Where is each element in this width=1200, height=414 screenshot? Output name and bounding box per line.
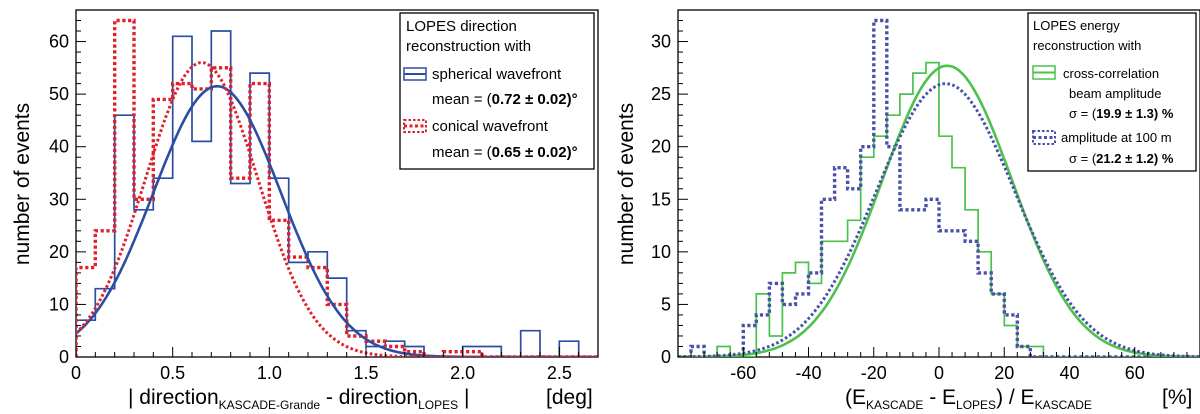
stat-prefix: σ = ( <box>1069 151 1097 166</box>
x-tick-label: 0.5 <box>160 363 185 383</box>
left-x-axis-label: | directionKASCADE-Grande - directionLOP… <box>128 386 469 412</box>
right-x-axis-label: (EKASCADE - ELOPES) / EKASCADE <box>845 386 1092 412</box>
legend-box <box>1027 12 1197 172</box>
right-chart: -60 -40 -20 0 20 40 60 0 5 10 15 20 25 3… <box>615 9 1200 412</box>
y-tick-label: 10 <box>49 294 69 314</box>
left-axis-ticks <box>75 9 599 358</box>
stat-prefix: mean = ( <box>432 91 492 108</box>
y-tick-label: 0 <box>661 347 671 367</box>
legend-stat-conical: mean = (0.65 ± 0.02)° <box>432 144 578 161</box>
stat-prefix: σ = ( <box>1069 106 1097 121</box>
fit-curve-spherical-wavefront <box>76 84 598 357</box>
legend-label-cross-correlation: cross-correlation <box>1063 66 1159 81</box>
right-x-axis-unit: [%] <box>1162 386 1192 409</box>
left-chart: 0 0.5 1.0 1.5 2.0 2.5 0 10 20 30 40 50 6… <box>11 9 599 412</box>
left-y-tick-labels: 0 10 20 30 40 50 60 <box>49 32 69 367</box>
fit-curve-cross-correlation-beam-amplitude <box>678 64 1200 357</box>
x-label-subscript: KASCADE-Grande <box>219 398 321 412</box>
right-fit-curves <box>678 64 1200 357</box>
x-label-part: (E <box>845 386 866 409</box>
y-tick-label: 15 <box>651 189 671 209</box>
x-label-subscript: KASCADE <box>866 398 923 412</box>
x-label-part: - E <box>923 386 956 409</box>
x-tick-label: -20 <box>861 363 887 383</box>
stat-value: 21.2 ± 1.2) % <box>1096 151 1174 166</box>
y-tick-label: 50 <box>49 84 69 104</box>
legend-title: LOPES energy <box>1033 18 1120 33</box>
x-label-part: | <box>458 386 469 409</box>
stat-value: 0.72 ± 0.02)° <box>492 91 578 108</box>
histogram-cross-correlation-beam-amplitude <box>678 61 1200 357</box>
legend-swatch-conical <box>403 119 427 133</box>
x-tick-label: 2.5 <box>547 363 572 383</box>
legend-stat-cross-correlation: σ = (19.9 ± 1.3) % <box>1069 106 1174 121</box>
x-tick-label: 60 <box>1125 363 1145 383</box>
legend-label-conical: conical wavefront <box>432 118 549 135</box>
left-fit-curves <box>76 61 598 357</box>
x-tick-label: 20 <box>994 363 1014 383</box>
y-tick-label: 0 <box>59 347 69 367</box>
y-tick-label: 60 <box>49 32 69 52</box>
y-tick-label: 25 <box>651 84 671 104</box>
legend-box <box>399 12 595 170</box>
legend-label-cross-correlation: beam amplitude <box>1069 86 1162 101</box>
x-label-subscript: LOPES <box>418 398 458 412</box>
y-tick-label: 40 <box>49 137 69 157</box>
legend-title: LOPES direction <box>406 18 517 35</box>
x-tick-label: -60 <box>730 363 756 383</box>
x-tick-label: 0 <box>934 363 944 383</box>
x-label-subscript: KASCADE <box>1035 398 1092 412</box>
left-legend: LOPES direction reconstruction with sphe… <box>399 12 595 170</box>
left-x-tick-labels: 0 0.5 1.0 1.5 2.0 2.5 <box>71 363 572 383</box>
legend-label-spherical: spherical wavefront <box>432 66 562 83</box>
stat-value: 0.65 ± 0.02)° <box>492 144 578 161</box>
histogram-amplitude-at-100-m <box>678 18 1200 357</box>
x-tick-label: 0 <box>71 363 81 383</box>
legend-title: reconstruction with <box>1033 38 1141 53</box>
right-histograms <box>678 18 1200 357</box>
stat-value: 19.9 ± 1.3) % <box>1096 106 1174 121</box>
x-tick-label: 40 <box>1059 363 1079 383</box>
right-axis-ticks <box>677 9 1200 358</box>
y-tick-label: 30 <box>651 32 671 52</box>
fit-curve-amplitude-at-100-m <box>678 82 1200 357</box>
y-tick-label: 20 <box>651 137 671 157</box>
legend-label-amplitude: amplitude at 100 m <box>1061 130 1172 145</box>
x-tick-label: -40 <box>795 363 821 383</box>
y-tick-label: 20 <box>49 242 69 262</box>
x-tick-label: 1.5 <box>353 363 378 383</box>
left-y-axis-label: number of events <box>11 103 34 265</box>
stat-prefix: mean = ( <box>432 144 492 161</box>
x-label-part: ) / E <box>996 386 1035 409</box>
x-label-part: - direction <box>320 386 418 409</box>
right-y-axis-label: number of events <box>615 103 638 265</box>
x-label-subscript: LOPES <box>956 398 996 412</box>
histogram-spherical-wavefront <box>76 30 598 357</box>
legend-title: reconstruction with <box>406 38 531 55</box>
legend-stat-spherical: mean = (0.72 ± 0.02)° <box>432 91 578 108</box>
y-tick-label: 5 <box>661 294 671 314</box>
x-label-part: | direction <box>128 386 219 409</box>
y-tick-label: 10 <box>651 242 671 262</box>
right-x-tick-labels: -60 -40 -20 0 20 40 60 <box>730 363 1145 383</box>
x-tick-label: 2.0 <box>450 363 475 383</box>
right-y-tick-labels: 0 5 10 15 20 25 30 <box>651 32 671 367</box>
y-tick-label: 30 <box>49 189 69 209</box>
left-x-axis-unit: [deg] <box>546 386 593 409</box>
right-legend: LOPES energy reconstruction with cross-c… <box>1027 12 1197 172</box>
fit-curve-conical-wavefront <box>76 61 598 357</box>
x-tick-label: 1.0 <box>257 363 282 383</box>
legend-stat-amplitude: σ = (21.2 ± 1.2) % <box>1069 151 1174 166</box>
